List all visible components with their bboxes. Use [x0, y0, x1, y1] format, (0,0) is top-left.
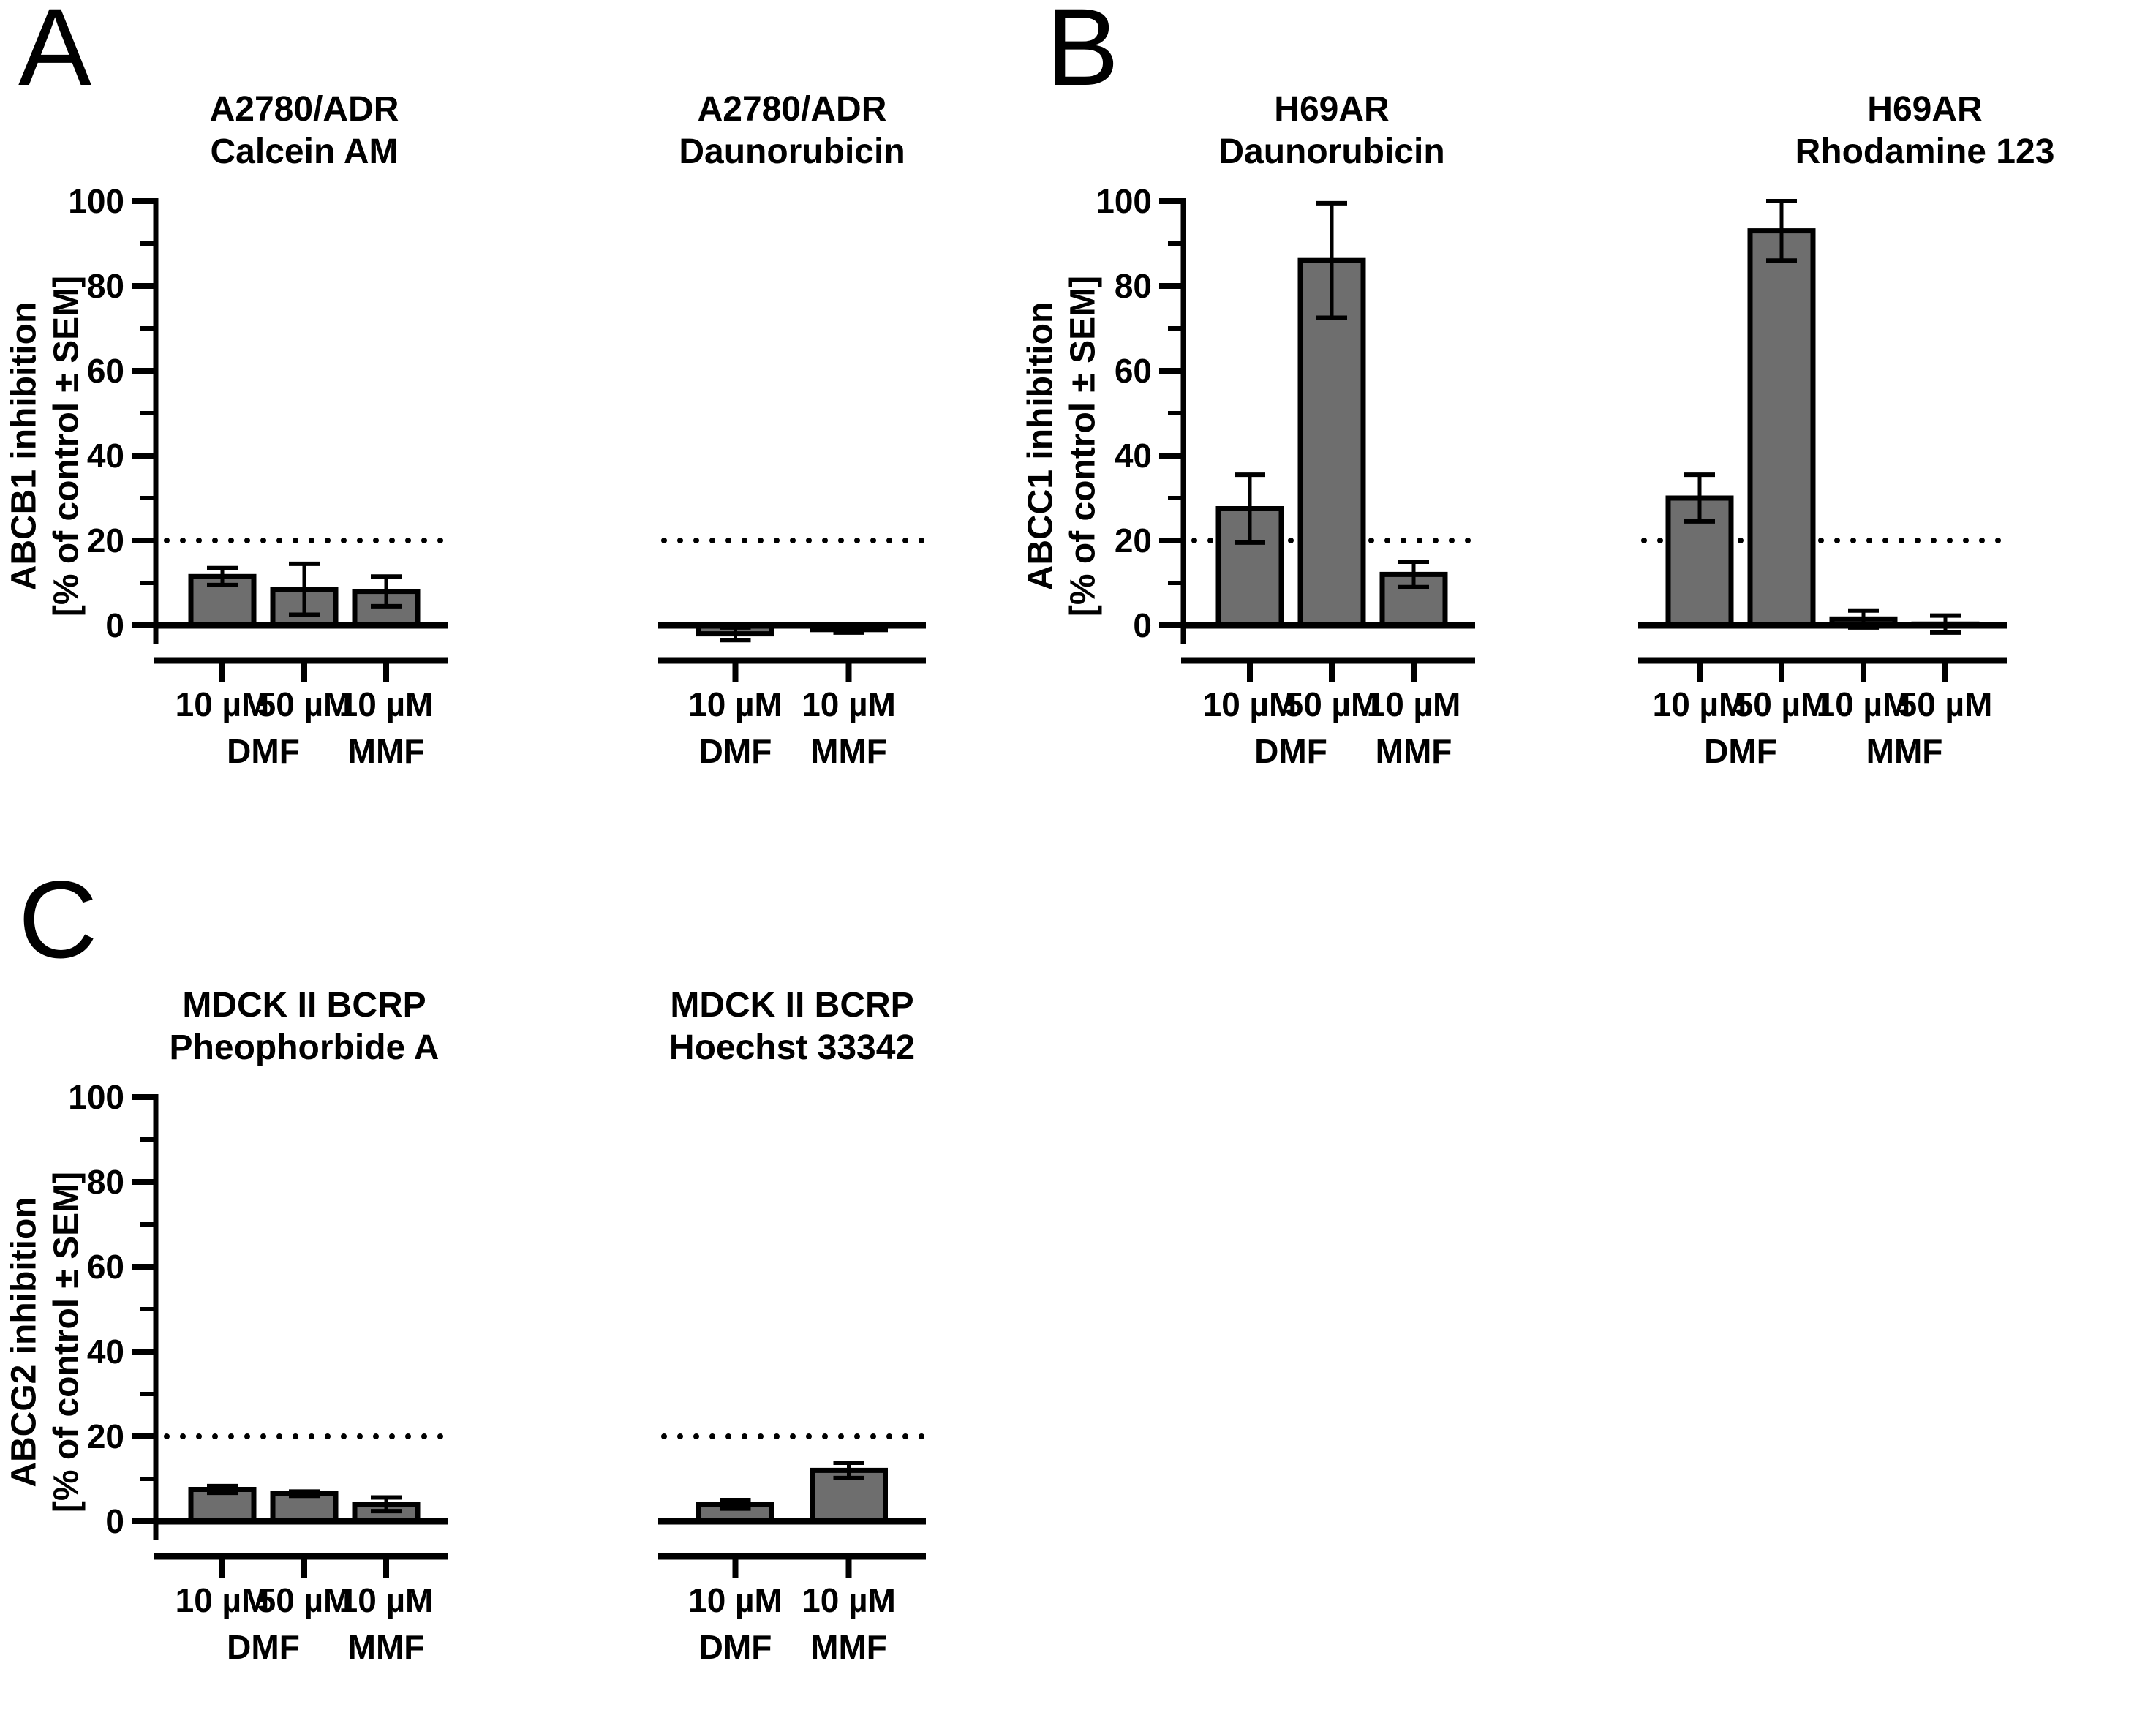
- x-axis-category-label: 10 µM: [1817, 685, 1911, 723]
- bar: [1747, 228, 1816, 628]
- x-axis-category-label: 10 µM: [688, 685, 783, 723]
- x-axis-category-label: 10 µM: [802, 685, 896, 723]
- x-axis-category-label: 50 µM: [1285, 685, 1379, 723]
- x-axis-category-label: 10 µM: [339, 1581, 434, 1619]
- subplot-title-line: MDCK II BCRP: [182, 986, 426, 1025]
- chart-a2780-calcein: A2780/ADR Calcein AM 0 20 40 60 80 100 10 µM 50 µ…: [44, 77, 448, 779]
- y-axis-tick-label: 20: [87, 1417, 124, 1455]
- y-axis-tick-label: 0: [105, 606, 124, 644]
- y-axis-title-line1: ABCB1 inhibition: [4, 301, 44, 591]
- subplot-title-line: H69AR: [1867, 90, 1982, 129]
- subplot-title-line: Calcein AM: [211, 132, 399, 171]
- x-axis-category-label: 10 µM: [339, 685, 434, 723]
- x-axis-group-label: MMF: [810, 732, 887, 770]
- y-axis-tick-label: 80: [87, 267, 124, 305]
- y-axis-tick-label: 40: [1115, 437, 1152, 475]
- x-axis-category-label: 10 µM: [688, 1581, 783, 1619]
- x-axis-group-label: DMF: [699, 1628, 772, 1666]
- x-axis-category-label: 10 µM: [1653, 685, 1747, 723]
- chart-h69ar-daunorubicin: H69AR Daunorubicin 0 20 40 60 80 100 10 µM 50 µM 1…: [1071, 77, 1475, 779]
- x-axis-category-label: 10 µM: [176, 685, 270, 723]
- y-axis-title-line1: ABCC1 inhibition: [1021, 301, 1060, 591]
- x-axis-category-label: 50 µM: [257, 685, 352, 723]
- y-axis-tick-label: 0: [105, 1502, 124, 1540]
- y-axis-tick-label: 0: [1133, 606, 1152, 644]
- subplot-title-line: A2780/ADR: [210, 90, 399, 129]
- panel-label-b: B: [1046, 0, 1120, 108]
- y-axis-tick-label: 40: [87, 437, 124, 475]
- x-axis-group-label: MMF: [348, 1628, 425, 1666]
- y-axis-tick-label: 60: [87, 1248, 124, 1286]
- chart-mdck-hoechst: MDCK II BCRP Hoechst 33342 10 µM 10 µM DMF MM…: [658, 973, 926, 1675]
- x-axis-category-label: 10 µM: [1367, 685, 1461, 723]
- subplot-title-line: H69AR: [1274, 90, 1389, 129]
- x-axis-group-label: DMF: [699, 732, 772, 770]
- y-axis-tick-label: 80: [1115, 267, 1152, 305]
- y-axis-tick-label: 100: [1096, 182, 1152, 220]
- y-axis-tick-label: 40: [87, 1333, 124, 1371]
- y-axis-title-line1: ABCG2 inhibition: [4, 1197, 44, 1488]
- panel-label-a: A: [18, 0, 92, 108]
- chart-a2780-daunorubicin: A2780/ADR Daunorubicin 10 µM 10 µM DMF MMF: [658, 77, 926, 779]
- y-axis-tick-label: 60: [87, 352, 124, 390]
- y-axis-tick-label: 20: [1115, 521, 1152, 560]
- x-axis-group-label: DMF: [1254, 732, 1327, 770]
- subplot-title-line: MDCK II BCRP: [670, 986, 913, 1025]
- panel-label-c: C: [18, 858, 98, 981]
- x-axis-category-label: 10 µM: [802, 1581, 896, 1619]
- x-axis-category-label: 50 µM: [257, 1581, 352, 1619]
- x-axis-group-label: DMF: [227, 732, 300, 770]
- x-axis-group-label: MMF: [810, 1628, 887, 1666]
- x-axis-category-label: 10 µM: [1203, 685, 1297, 723]
- chart-h69ar-rhodamine123: H69AR Rhodamine 123 10 µM 50 µM 10 µM 50 µM DM…: [1638, 77, 2054, 779]
- subplot-title-line: Daunorubicin: [679, 132, 905, 171]
- subplot-title-line: Rhodamine 123: [1795, 132, 2055, 171]
- x-axis-group-label: MMF: [1866, 732, 1943, 770]
- y-axis-tick-label: 60: [1115, 352, 1152, 390]
- y-axis-tick-label: 100: [68, 182, 124, 220]
- x-axis-group-label: MMF: [1376, 732, 1452, 770]
- x-axis-category-label: 10 µM: [176, 1581, 270, 1619]
- y-axis-tick-label: 100: [68, 1078, 124, 1116]
- x-axis-group-label: DMF: [1704, 732, 1777, 770]
- chart-mdck-pheophorbide: MDCK II BCRP Pheophorbide A 0 20 40 60 80 100 10…: [44, 973, 448, 1675]
- x-axis-category-label: 50 µM: [1735, 685, 1829, 723]
- subplot-title-line: Pheophorbide A: [170, 1028, 440, 1067]
- subplot-title-line: Daunorubicin: [1218, 132, 1444, 171]
- x-axis-group-label: DMF: [227, 1628, 300, 1666]
- x-axis-category-label: 50 µM: [1899, 685, 1993, 723]
- y-axis-tick-label: 20: [87, 521, 124, 560]
- x-axis-group-label: MMF: [348, 732, 425, 770]
- y-axis-tick-label: 80: [87, 1163, 124, 1201]
- subplot-title-line: Hoechst 33342: [669, 1028, 915, 1067]
- subplot-title-line: A2780/ADR: [698, 90, 887, 129]
